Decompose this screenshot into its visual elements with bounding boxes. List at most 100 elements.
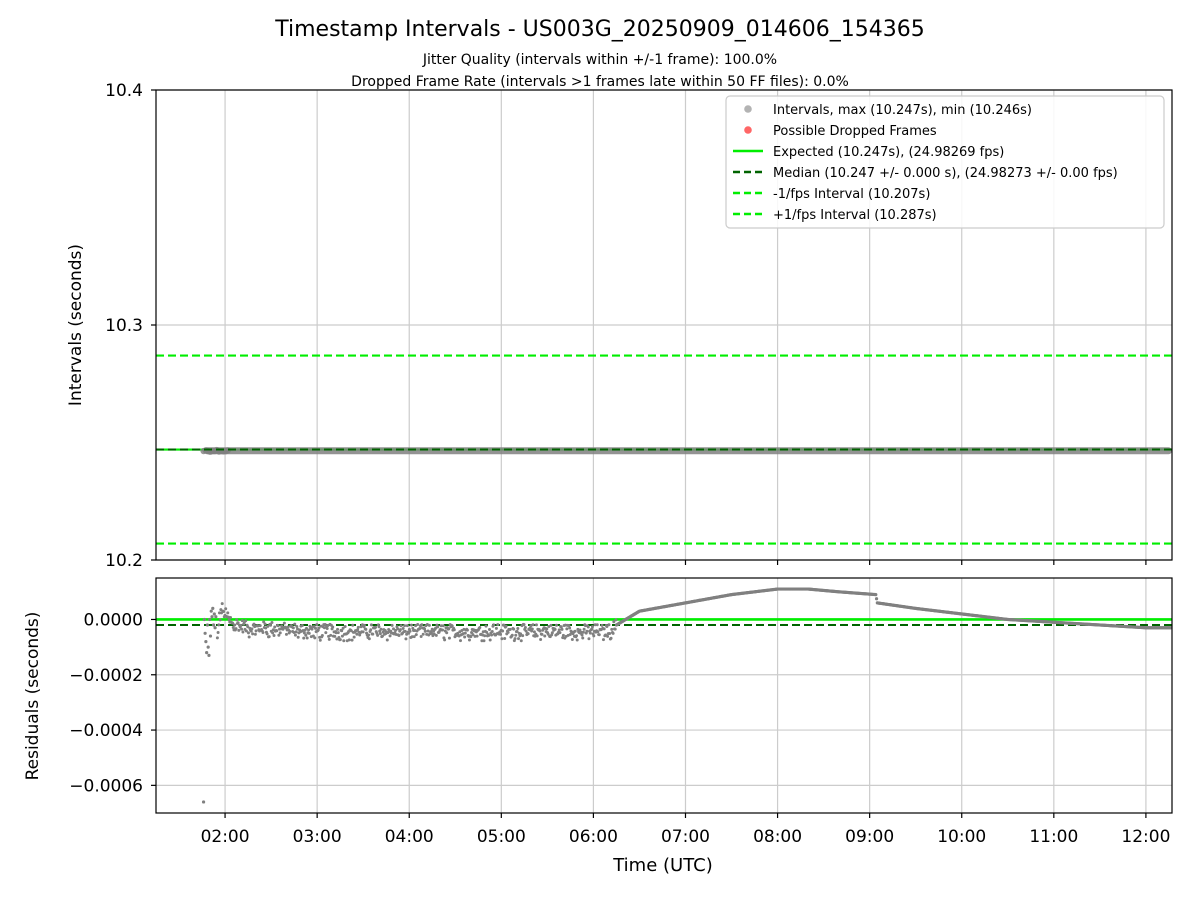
residual-point	[470, 630, 474, 634]
residual-point	[247, 635, 251, 639]
residual-point	[333, 634, 337, 638]
residual-point	[377, 625, 381, 629]
residual-point	[217, 623, 221, 627]
residual-point	[376, 633, 380, 637]
residual-point	[443, 638, 447, 642]
residual-point	[327, 637, 331, 641]
residual-point	[514, 633, 518, 637]
residual-point	[340, 634, 344, 638]
residual-point	[251, 632, 255, 636]
residual-point	[614, 618, 618, 622]
residual-point	[436, 625, 440, 629]
residual-point	[203, 631, 207, 635]
legend-entry-label: Possible Dropped Frames	[773, 124, 937, 139]
residual-point	[263, 622, 267, 626]
residual-point	[587, 637, 591, 641]
residual-point	[362, 623, 366, 627]
residual-point	[304, 626, 308, 630]
residual-point	[302, 636, 306, 640]
residual-point	[210, 615, 214, 619]
residual-point	[607, 623, 611, 627]
residual-point	[235, 618, 239, 622]
residual-point	[374, 625, 378, 629]
residual-point	[367, 633, 371, 637]
x-tick-label: 06:00	[569, 827, 618, 847]
residual-point	[613, 627, 617, 631]
residual-point	[351, 623, 355, 627]
residual-point	[421, 632, 425, 636]
residual-point	[508, 627, 512, 631]
residual-point	[224, 607, 228, 611]
residuals-plot-area	[156, 587, 1172, 804]
residual-point	[246, 625, 250, 629]
residual-point	[302, 631, 306, 635]
x-tick-label: 08:00	[753, 827, 802, 847]
residual-point	[532, 630, 536, 634]
residual-point	[342, 639, 346, 643]
residual-point	[611, 631, 615, 635]
residual-point	[211, 623, 216, 627]
residual-point	[331, 625, 335, 629]
residual-point	[209, 609, 213, 613]
residual-point	[399, 624, 403, 628]
residual-point	[593, 623, 597, 627]
residual-point	[504, 624, 508, 628]
residual-point	[403, 629, 407, 633]
residual-point	[369, 623, 373, 627]
residual-point	[560, 627, 564, 631]
residual-point	[369, 628, 373, 632]
residual-point	[250, 627, 254, 631]
residual-point	[282, 621, 286, 625]
residual-point	[475, 634, 479, 638]
residual-point	[202, 617, 206, 622]
residual-point	[874, 597, 879, 601]
residual-point	[347, 638, 351, 642]
residual-point	[226, 611, 230, 615]
residual-point	[557, 628, 561, 632]
residual-point	[441, 624, 445, 628]
residual-point	[570, 638, 574, 642]
residual-point	[336, 627, 340, 631]
residual-point	[414, 633, 418, 637]
residual-point	[581, 636, 585, 640]
residual-point	[218, 618, 222, 622]
residual-point	[490, 629, 494, 633]
residual-point	[605, 625, 609, 629]
residual-point	[320, 633, 324, 637]
residual-point	[467, 638, 471, 642]
residual-point	[496, 623, 500, 627]
legend-marker	[744, 126, 752, 134]
x-axis-label: Time (UTC)	[612, 855, 713, 876]
residual-point	[313, 626, 317, 630]
legend-entry-label: -1/fps Interval (10.207s)	[773, 187, 930, 202]
residual-point	[426, 629, 430, 633]
y-tick-label: −0.0004	[69, 721, 143, 741]
residual-point	[381, 630, 385, 634]
residual-point	[246, 631, 250, 635]
residual-point	[355, 632, 359, 636]
residual-point	[338, 638, 342, 642]
residual-point	[452, 628, 456, 632]
residual-point	[500, 637, 504, 641]
residual-point	[337, 635, 341, 639]
residual-point	[501, 629, 505, 633]
residual-point	[463, 631, 467, 635]
residual-point	[267, 635, 271, 639]
residual-point	[550, 631, 554, 635]
residual-point	[340, 629, 344, 633]
residual-point	[580, 633, 584, 637]
x-tick-label: 12:00	[1121, 827, 1170, 847]
residual-point	[244, 619, 248, 623]
residual-point	[597, 633, 601, 637]
residuals-axes-frame	[155, 577, 1173, 814]
residual-point	[610, 627, 614, 631]
residual-point	[499, 632, 503, 636]
residual-point	[429, 631, 433, 635]
residual-point	[208, 634, 213, 638]
residual-point	[558, 631, 562, 635]
residual-point	[271, 631, 275, 635]
x-tick-label: 05:00	[477, 827, 526, 847]
residual-point	[343, 625, 347, 629]
residual-point	[325, 626, 329, 630]
